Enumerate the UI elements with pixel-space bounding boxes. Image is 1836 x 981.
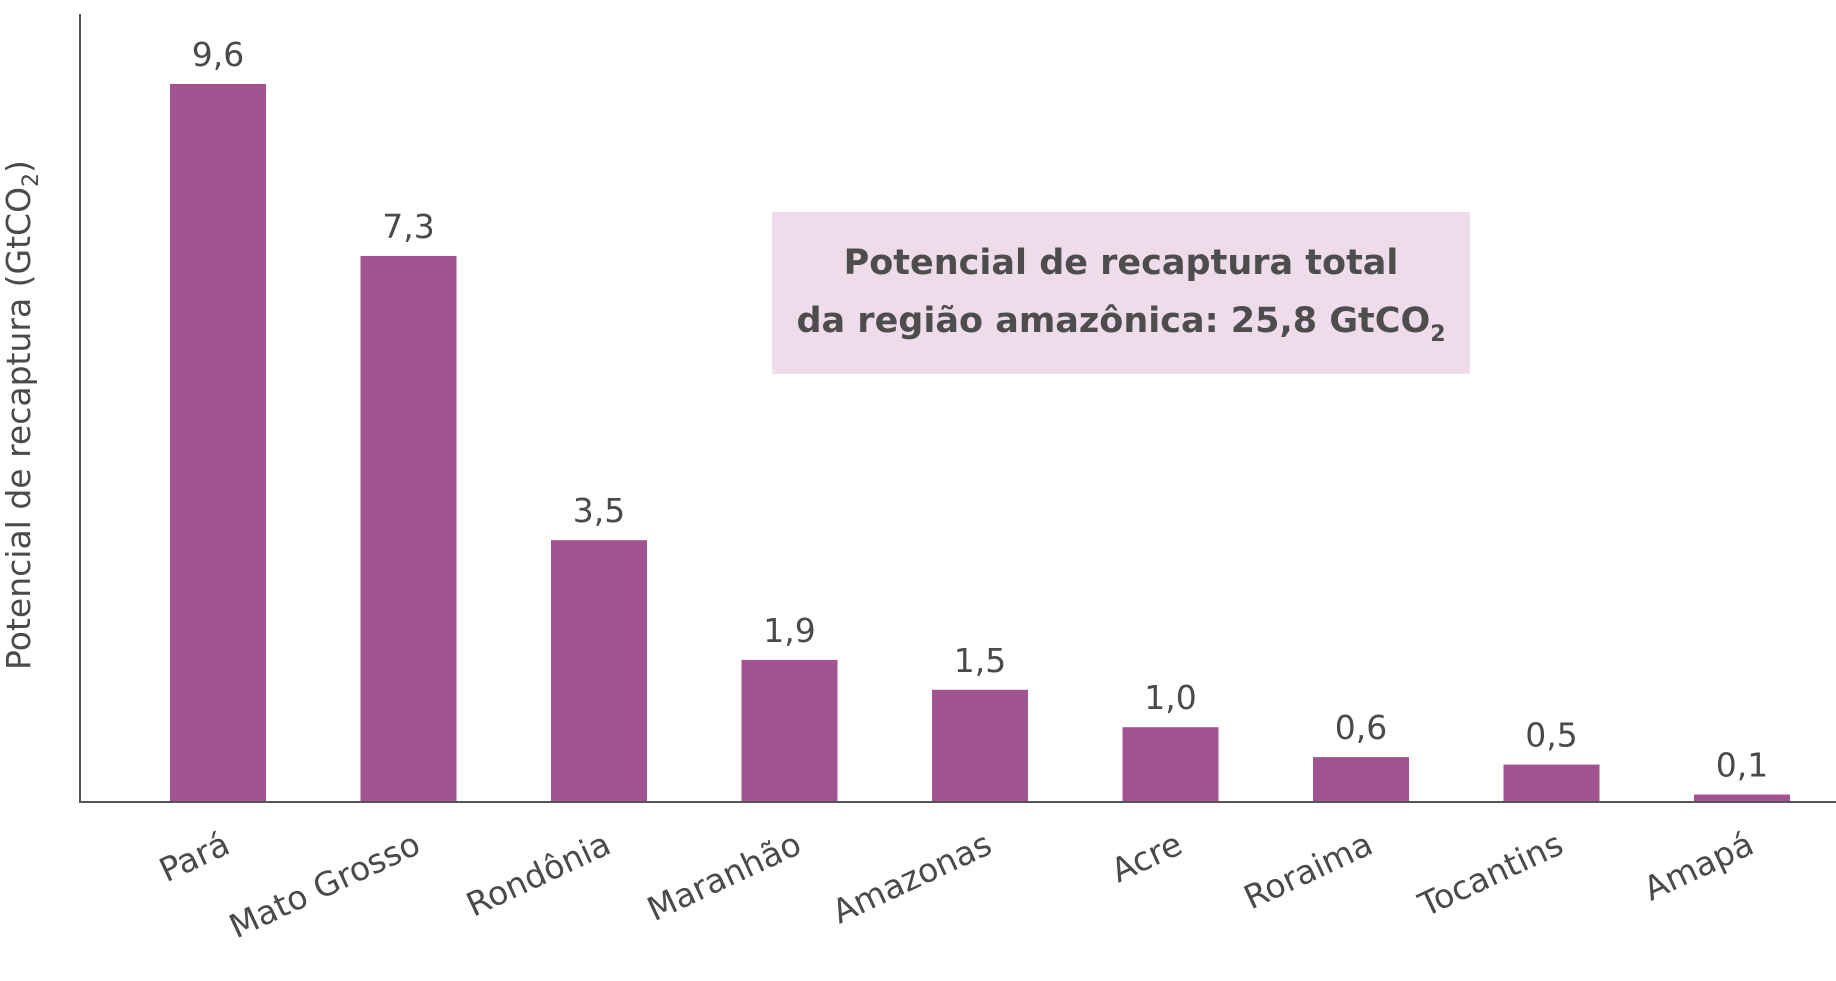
annotation-box [772,212,1470,374]
bar-pará [170,83,266,803]
bar-maranhão [741,659,838,802]
bar-roraima [1313,757,1409,802]
category-label: Amazonas [826,824,997,932]
bar-amapá [1694,794,1790,802]
category-label: Acre [1105,824,1188,890]
annotation-line-1: Potencial de recaptura total [844,243,1399,283]
annotation-subscript: 2 [1430,322,1445,347]
category-label: Pará [153,824,235,890]
category-label: Maranhão [641,824,807,929]
y-axis-label: Potencial de recaptura (GtCO2) [0,160,44,670]
category-label: Rondônia [460,824,616,924]
value-label: 1,0 [1144,678,1196,717]
value-label: 9,6 [192,35,244,74]
category-label: Mato Grosso [223,824,426,946]
total-annotation: Potencial de recaptura total da região a… [772,212,1470,374]
y-axis-label-close: ) [0,160,38,173]
bar-mato-grosso [360,255,457,802]
category-label: Tocantins [1412,824,1569,925]
value-label: 3,5 [573,491,625,530]
value-label: 1,5 [954,641,1006,680]
bar-acre [1122,727,1219,802]
value-labels-group: 9,6 7,3 3,5 1,9 1,5 1,0 0,6 0,5 0,1 [192,35,1768,785]
bar-amazonas [932,689,1028,802]
value-label: 1,9 [763,611,815,650]
value-label: 0,5 [1525,716,1577,755]
y-axis-label-subscript: 2 [19,173,44,187]
value-label: 0,1 [1716,746,1768,785]
bar-rondônia [551,540,647,802]
annotation-line-2: da região amazônica: 25,8 GtCO2 [796,301,1445,347]
value-label: 7,3 [382,207,434,246]
category-label: Roraima [1238,824,1379,917]
value-label: 0,6 [1335,708,1387,747]
category-label: Amapá [1638,824,1760,908]
bar-tocantins [1503,764,1600,802]
bars-group [170,83,1790,803]
